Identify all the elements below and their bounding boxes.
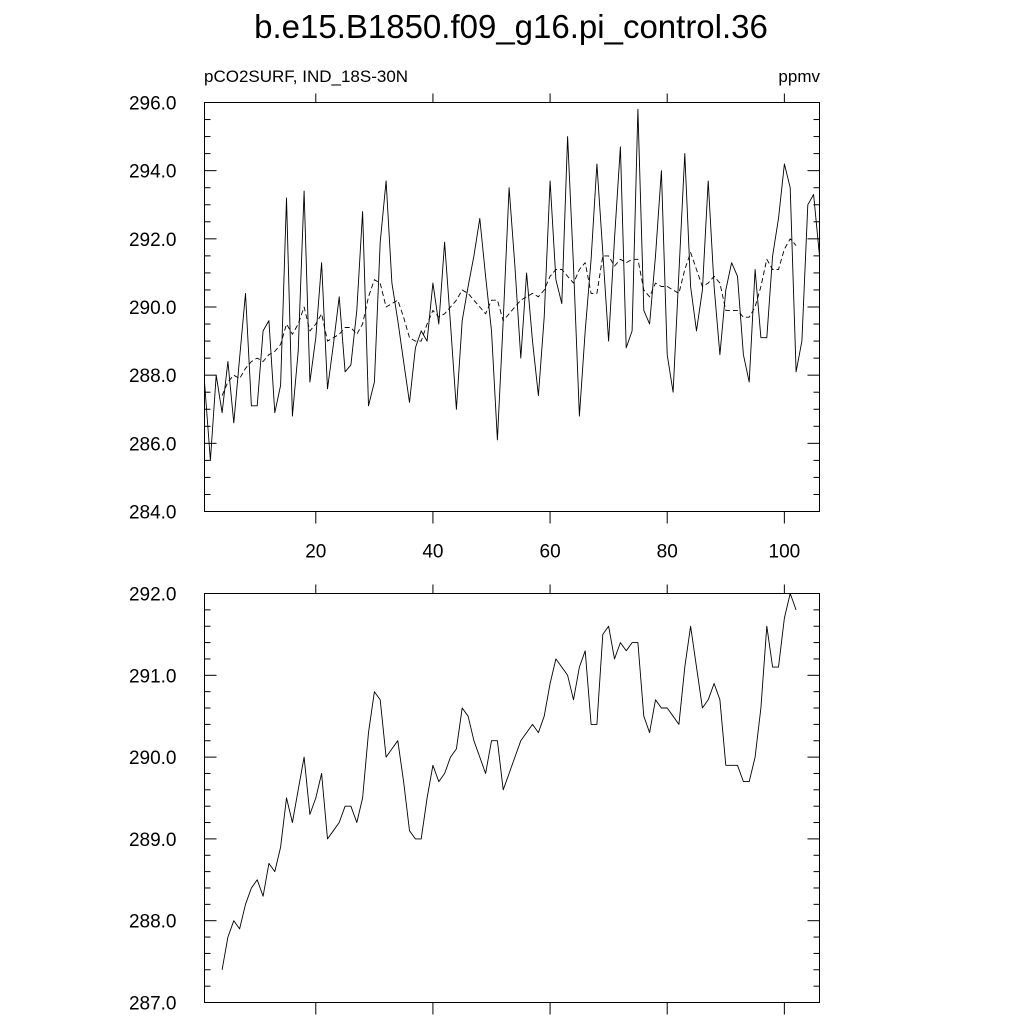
x-tick-label: 40 [422, 542, 443, 563]
y-tick-label: 284.0 [129, 503, 177, 524]
top-panel-units-label: ppmv [778, 67, 820, 86]
y-tick-label: 296.0 [129, 94, 177, 115]
y-tick-label: 291.0 [129, 666, 177, 687]
x-tick-label: 20 [305, 542, 326, 563]
y-tick-label: 290.0 [129, 748, 177, 769]
y-tick-label: 294.0 [129, 162, 177, 183]
data-series-line [221, 593, 797, 970]
x-tick-label: 100 [769, 542, 801, 563]
top-panel: pCO2SURF, IND_18S-30N ppmv 284.0 286.0 288… [129, 67, 821, 563]
x-tick-label: 80 [657, 542, 678, 563]
y-tick-label: 286.0 [129, 434, 177, 455]
y-tick-label: 287.0 [129, 994, 177, 1015]
running-mean-series-line [221, 238, 797, 396]
bottom-panel-series [221, 593, 797, 970]
top-panel-ticks: 284.0 286.0 288.0 290.0 292.0 294.0 296.0 20 40 6… [129, 93, 820, 563]
top-panel-series [204, 108, 820, 461]
x-tick-label: 60 [540, 542, 561, 563]
bottom-panel-frame [204, 593, 820, 1003]
y-tick-label: 292.0 [129, 585, 177, 606]
y-tick-label: 288.0 [129, 366, 177, 387]
y-tick-label: 292.0 [129, 230, 177, 251]
y-tick-label: 288.0 [129, 912, 177, 933]
bottom-panel: 287.0 288.0 289.0 290.0 291.0 292.0 [129, 584, 820, 1015]
y-tick-label: 289.0 [129, 830, 177, 851]
y-tick-label: 290.0 [129, 298, 177, 319]
bottom-panel-ticks: 287.0 288.0 289.0 290.0 291.0 292.0 [129, 584, 820, 1015]
chart-title: b.e15.B1850.f09_g16.pi_control.36 [254, 8, 768, 45]
top-panel-frame [204, 102, 820, 512]
data-series-line [204, 108, 820, 461]
top-panel-left-subtitle: pCO2SURF, IND_18S-30N [204, 67, 408, 86]
